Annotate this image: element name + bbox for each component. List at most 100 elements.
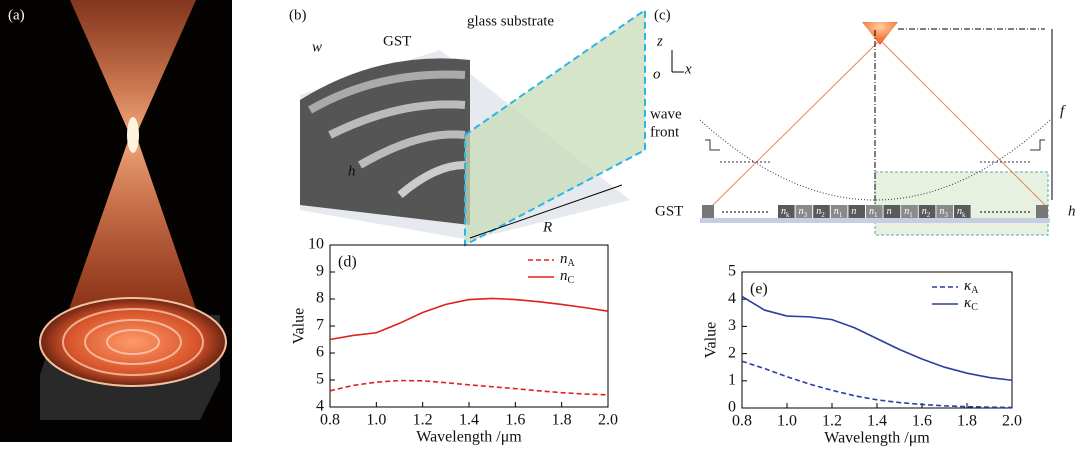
h-label: h xyxy=(1068,203,1076,219)
gst-cell xyxy=(830,205,848,218)
gst-cell xyxy=(901,205,918,218)
cell-label: n1 xyxy=(869,206,878,218)
glass-label: glass substrate xyxy=(467,13,554,29)
cell-symbol: n xyxy=(904,206,909,217)
cell-symbol: n xyxy=(851,206,856,217)
wave-steps xyxy=(705,139,1045,151)
cell-symbol: n xyxy=(939,206,944,217)
o-label: o xyxy=(653,66,661,82)
chart-panel-label: (e) xyxy=(750,281,768,298)
beam-top xyxy=(70,0,196,135)
x-tick-label: 1.6 xyxy=(505,412,525,429)
cell-symbol: n xyxy=(869,206,874,217)
cell-symbol: n xyxy=(957,206,962,217)
cell-subscript: 1 xyxy=(874,211,878,219)
legend-subscript: A xyxy=(971,285,979,296)
ray xyxy=(879,39,1046,206)
x-label: x xyxy=(684,61,692,77)
wave-front xyxy=(699,119,1051,201)
cell-subscript: 1 xyxy=(839,211,843,219)
legend-subscript: A xyxy=(568,258,576,269)
legend-name: n xyxy=(560,268,568,284)
cell-label: n2 xyxy=(816,206,825,218)
x-axis-label: Wavelength /μm xyxy=(416,429,522,446)
x-tick-label: 1.4 xyxy=(867,413,887,430)
gst-cell xyxy=(813,205,830,218)
wave-front-label: front xyxy=(650,124,680,140)
y-tick-label: 10 xyxy=(308,236,324,253)
gst-cell xyxy=(795,205,813,218)
x-tick-label: 2.0 xyxy=(598,412,618,429)
x-tick-label: 0.8 xyxy=(320,412,340,429)
cell-subscript: k xyxy=(962,211,966,219)
y-tick-label: 5 xyxy=(316,371,324,388)
legend-name: n xyxy=(560,251,568,267)
h-label: h xyxy=(348,163,356,179)
cross-section-plane xyxy=(464,8,646,247)
gst-cell xyxy=(866,205,883,218)
x-tick-label: 0.8 xyxy=(732,413,752,430)
x-axis-label: Wavelength /μm xyxy=(824,430,930,447)
x-tick-label: 1.6 xyxy=(912,413,932,430)
beam-bottom xyxy=(60,135,205,335)
x-tick-label: 1.8 xyxy=(552,412,572,429)
r-arrow xyxy=(469,184,623,239)
cell-label: n3 xyxy=(799,206,808,218)
cell-symbol: n xyxy=(781,206,786,217)
y-tick-label: 5 xyxy=(728,263,736,280)
r-label: R xyxy=(542,219,552,235)
gst-cell xyxy=(954,205,971,218)
gst-cell xyxy=(918,205,936,218)
legend-entry: nC xyxy=(560,268,575,286)
cell-label: n xyxy=(851,206,856,217)
gst-cell xyxy=(936,205,953,218)
gst-ring xyxy=(357,130,466,169)
cell-subscript: k xyxy=(786,211,790,219)
x-tick-label: 1.8 xyxy=(957,413,977,430)
cell-label: nk xyxy=(781,206,790,218)
panel-label: (b) xyxy=(289,7,307,23)
gst-cell xyxy=(883,205,901,218)
ray xyxy=(712,39,881,206)
legend-entry: κA xyxy=(964,278,979,296)
data-line xyxy=(741,295,1013,382)
gst-cell xyxy=(778,205,795,218)
cell-label: n2 xyxy=(922,206,931,218)
x-tick-label: 1.2 xyxy=(413,412,433,429)
y-tick-label: 7 xyxy=(316,317,324,334)
wave-front-label: wave xyxy=(650,106,682,122)
y-axis-label: Value xyxy=(291,308,308,344)
cell-symbol: n xyxy=(834,206,839,217)
cell-subscript: 2 xyxy=(821,211,825,219)
gst-edge xyxy=(702,205,714,218)
cell-label: n3 xyxy=(939,206,948,218)
y-tick-label: 0 xyxy=(728,399,736,416)
y-tick-label: 6 xyxy=(316,344,324,361)
lens-ring xyxy=(62,308,204,376)
panel-b: (b) w GST glass substrate h R xyxy=(289,7,646,247)
zoom-box xyxy=(874,171,1049,236)
x-tick-label: 1.2 xyxy=(822,413,842,430)
y-tick-label: 8 xyxy=(316,290,324,307)
x-tick-label: 1.0 xyxy=(366,412,386,429)
x-tick-label: 1.0 xyxy=(777,413,797,430)
gst-ring xyxy=(328,100,466,139)
legend-entry: nA xyxy=(560,251,576,269)
y-tick-label: 2 xyxy=(728,344,736,361)
cell-subscript: 2 xyxy=(927,211,931,219)
x-tick-label: 2.0 xyxy=(1002,413,1022,430)
gst-cell xyxy=(848,205,865,218)
y-tick-label: 4 xyxy=(728,290,736,307)
y-tick-label: 3 xyxy=(728,317,736,334)
gst-ring xyxy=(308,70,466,114)
cell-label: n1 xyxy=(834,206,843,218)
panel-a: (a) xyxy=(0,0,232,442)
w-label: w xyxy=(312,39,322,55)
legend-entry: κC xyxy=(964,295,978,313)
cell-symbol: n xyxy=(816,206,821,217)
panel-label: (a) xyxy=(8,7,25,23)
cell-symbol: n xyxy=(799,206,804,217)
gst-edge xyxy=(1036,205,1048,218)
